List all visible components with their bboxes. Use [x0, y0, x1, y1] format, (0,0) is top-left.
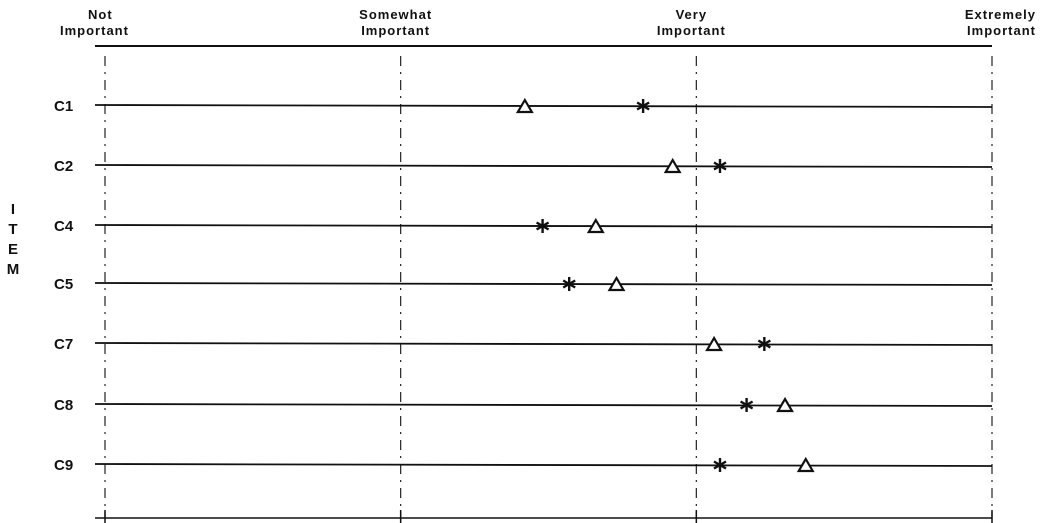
x-tick-label: Not [88, 7, 113, 22]
asterisk-marker [535, 219, 550, 233]
asterisk-marker [636, 99, 650, 113]
asterisk-marker [713, 458, 727, 472]
y-axis-label-letter: T [8, 221, 17, 238]
y-axis-label-letter: M [7, 261, 20, 278]
asterisk-marker [713, 159, 727, 173]
x-tick-label: Important [361, 23, 430, 38]
x-tick-label: Important [60, 23, 129, 38]
asterisk-marker [739, 398, 754, 412]
asterisk-marker [562, 277, 576, 291]
row-line [94, 164, 993, 168]
y-axis-label-letter: E [8, 241, 18, 258]
x-tick-label: Somewhat [359, 7, 432, 22]
row-line [94, 342, 993, 346]
category-label: C1 [54, 98, 73, 115]
row-line [94, 463, 993, 467]
triangle-marker [515, 97, 534, 114]
asterisk-marker [757, 337, 771, 351]
x-tick-label: Important [967, 23, 1036, 38]
category-label: C8 [54, 397, 73, 414]
row-line [94, 104, 993, 108]
category-label: C9 [54, 457, 73, 474]
triangle-marker [796, 456, 815, 473]
triangle-marker [776, 396, 794, 413]
x-tick-label: Extremely [965, 7, 1036, 22]
category-label: C2 [54, 158, 73, 175]
triangle-marker [607, 275, 626, 292]
vertical-gridlines [104, 56, 993, 523]
triangle-marker [586, 217, 605, 234]
row-line [94, 403, 993, 407]
y-axis-label-letter: I [11, 201, 15, 218]
x-tick-label: Important [657, 23, 726, 38]
x-tick-labels: NotImportantSomewhatImportantVeryImporta… [60, 7, 1036, 38]
category-label: C5 [54, 276, 73, 293]
data-markers [515, 97, 815, 473]
category-label: C7 [54, 336, 73, 353]
row-line [94, 282, 993, 286]
category-rows: C1 C2 C4 C5 C7 C8 C9 [54, 98, 993, 474]
category-label: C4 [54, 218, 74, 235]
x-tick-label: Very [676, 7, 707, 22]
triangle-marker [705, 335, 723, 352]
triangle-marker [663, 157, 682, 174]
